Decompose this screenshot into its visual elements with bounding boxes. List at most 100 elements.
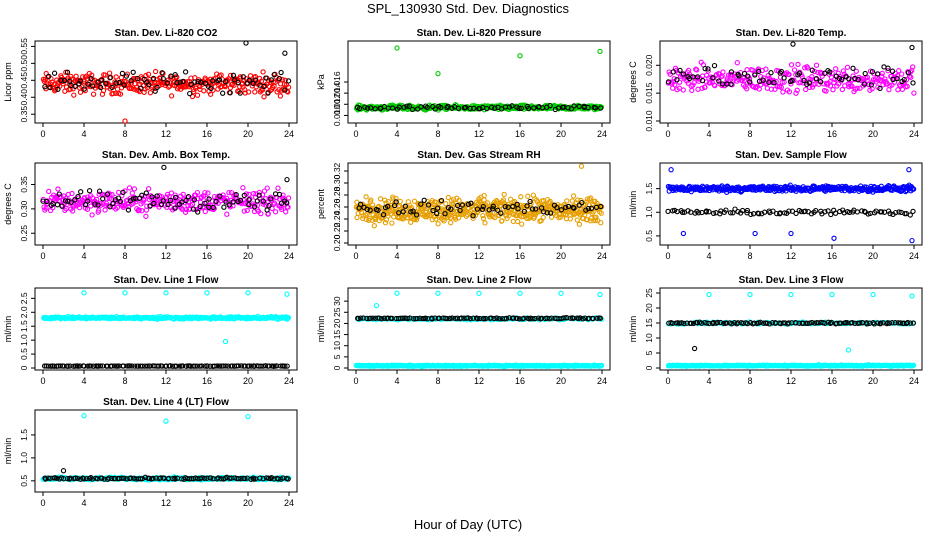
data-point (130, 196, 136, 202)
data-point (246, 77, 253, 84)
y-tick-label: 0.5 (19, 475, 29, 487)
data-point (736, 73, 742, 79)
data-point-outlier (284, 176, 290, 183)
data-point (680, 71, 687, 77)
data-points (353, 45, 605, 113)
data-point (901, 76, 907, 83)
y-tick-label: 0.014 (332, 82, 342, 104)
data-point (819, 70, 825, 76)
data-point (141, 89, 147, 95)
data-point (804, 64, 810, 70)
data-point (745, 73, 751, 79)
data-point (408, 219, 414, 225)
x-tick-label: 4 (81, 376, 86, 386)
y-axis-label: ml/min (3, 438, 13, 465)
data-point (771, 80, 777, 86)
data-point (266, 203, 272, 209)
data-point (264, 207, 270, 213)
data-point (109, 84, 115, 91)
data-point (505, 204, 511, 210)
y-tick-label: 0.015 (644, 82, 654, 104)
data-point (81, 86, 87, 92)
data-point-outlier (706, 291, 712, 298)
data-point (910, 208, 916, 215)
x-tick-label: 12 (474, 376, 484, 386)
data-point (908, 74, 914, 80)
data-point (548, 210, 554, 216)
x-tick-label: 0 (40, 376, 45, 386)
data-point (88, 76, 94, 82)
data-point (241, 192, 247, 199)
data-point (240, 185, 246, 191)
data-point (689, 87, 695, 94)
data-point (144, 203, 150, 209)
data-point (524, 203, 530, 209)
data-point (809, 67, 815, 73)
data-point (425, 202, 432, 208)
data-point (375, 207, 381, 213)
data-point (258, 210, 264, 217)
data-point (854, 85, 860, 91)
plot-frame (34, 287, 298, 371)
x-tick-label: 8 (435, 251, 440, 261)
data-point (471, 105, 477, 111)
data-point-outlier (558, 290, 564, 296)
data-point (830, 87, 836, 93)
data-point (598, 203, 604, 210)
data-point (106, 70, 113, 76)
data-point (540, 214, 546, 221)
data-point (805, 65, 811, 71)
data-point (154, 193, 160, 199)
data-point (705, 66, 711, 72)
y-tick-label: 1.5 (19, 429, 29, 441)
data-point (221, 204, 227, 210)
data-point (779, 79, 785, 85)
data-point (167, 197, 174, 204)
data-point (877, 85, 883, 92)
data-point (506, 104, 513, 110)
data-point-outlier (282, 50, 288, 56)
data-point (711, 62, 718, 69)
data-point (891, 79, 898, 85)
data-point (67, 81, 73, 87)
data-point-outlier (243, 40, 249, 46)
x-tick-label: 24 (284, 129, 294, 139)
panel-title: Stan. Dev. Line 1 Flow (114, 275, 219, 286)
data-point (59, 203, 65, 209)
data-point (129, 190, 135, 196)
y-tick-label: 0.012 (332, 93, 342, 115)
data-point (380, 212, 387, 218)
data-point-outlier (81, 413, 87, 419)
panel-title: Stan. Dev. Line 3 Flow (739, 275, 844, 286)
data-point (481, 192, 487, 199)
data-point (113, 80, 119, 86)
x-tick-label: 24 (909, 376, 919, 386)
data-point (598, 220, 604, 226)
data-point (509, 103, 515, 109)
data-point (85, 81, 91, 87)
data-point (911, 90, 917, 96)
data-point (163, 194, 170, 200)
y-tick-label: 20 (644, 303, 654, 313)
data-point (174, 80, 180, 86)
data-point (172, 205, 178, 211)
data-point (492, 105, 498, 111)
data-point (418, 104, 424, 110)
data-point (146, 82, 152, 88)
data-point (195, 209, 201, 215)
x-tick-label: 24 (909, 129, 919, 139)
data-point (828, 211, 834, 218)
data-point (254, 198, 260, 204)
data-point-outlier (597, 291, 603, 298)
y-tick-label: 0.55 (19, 38, 29, 55)
data-point (202, 208, 208, 215)
data-point (226, 202, 232, 208)
data-point (853, 68, 859, 74)
data-points (665, 291, 917, 369)
data-point (695, 86, 701, 92)
data-point (250, 190, 257, 197)
data-point (389, 105, 396, 111)
data-point (569, 198, 575, 204)
data-point (839, 86, 845, 93)
